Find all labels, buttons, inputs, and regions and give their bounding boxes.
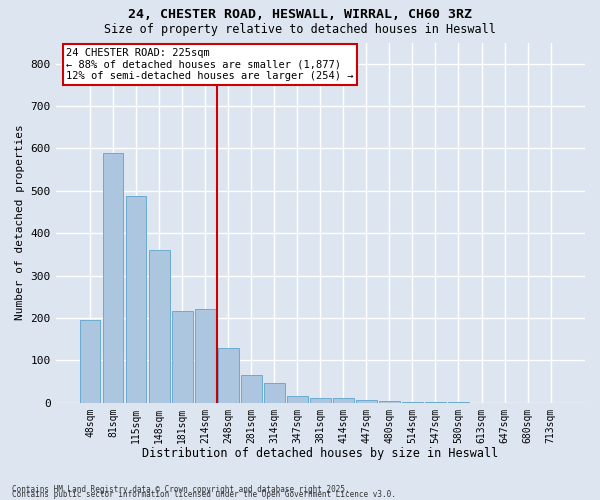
Bar xyxy=(149,250,170,402)
Text: 24, CHESTER ROAD, HESWALL, WIRRAL, CH60 3RZ: 24, CHESTER ROAD, HESWALL, WIRRAL, CH60 … xyxy=(128,8,472,20)
Text: 24 CHESTER ROAD: 225sqm
← 88% of detached houses are smaller (1,877)
12% of semi: 24 CHESTER ROAD: 225sqm ← 88% of detache… xyxy=(66,48,354,81)
Bar xyxy=(287,396,308,402)
Bar xyxy=(310,398,331,402)
Bar xyxy=(241,375,262,402)
Text: Contains public sector information licensed under the Open Government Licence v3: Contains public sector information licen… xyxy=(12,490,396,499)
Bar xyxy=(195,310,215,402)
Bar xyxy=(80,320,100,402)
Bar xyxy=(264,383,284,402)
Bar xyxy=(356,400,377,402)
Text: Size of property relative to detached houses in Heswall: Size of property relative to detached ho… xyxy=(104,22,496,36)
Bar xyxy=(172,311,193,402)
Bar xyxy=(126,196,146,402)
Bar xyxy=(333,398,354,402)
Bar xyxy=(218,348,239,403)
Bar xyxy=(379,401,400,402)
Bar xyxy=(103,152,124,402)
X-axis label: Distribution of detached houses by size in Heswall: Distribution of detached houses by size … xyxy=(142,447,499,460)
Y-axis label: Number of detached properties: Number of detached properties xyxy=(15,124,25,320)
Text: Contains HM Land Registry data © Crown copyright and database right 2025.: Contains HM Land Registry data © Crown c… xyxy=(12,484,350,494)
